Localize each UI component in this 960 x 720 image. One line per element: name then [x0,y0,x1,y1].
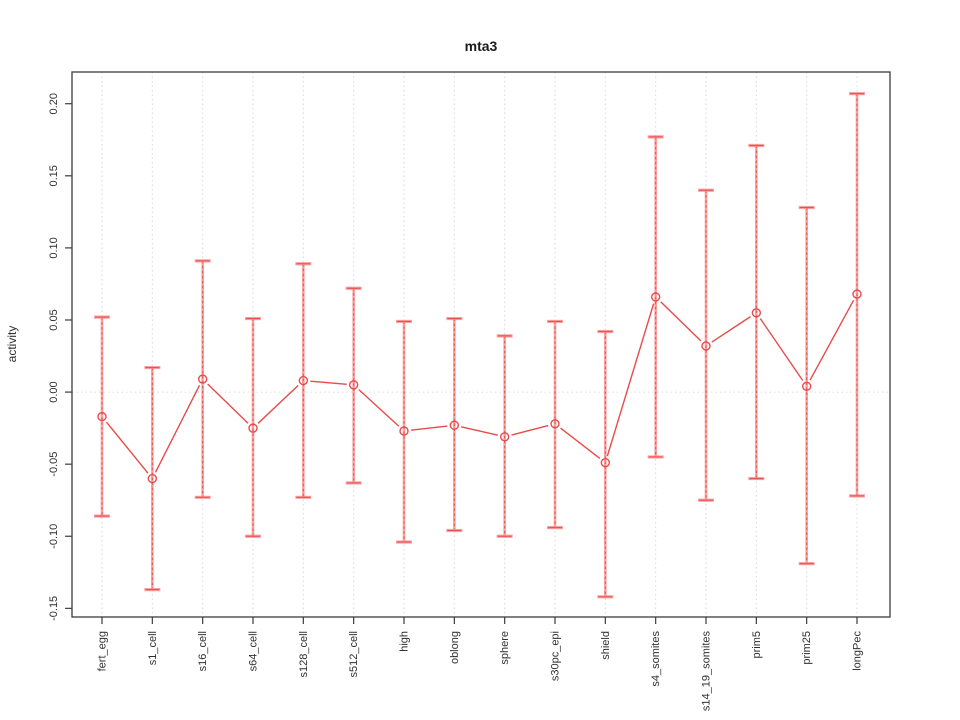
series-segment [410,425,448,431]
x-tick-label: s512_cell [348,631,360,677]
x-tick-label: oblong [449,631,461,664]
y-tick-label: -0.05 [48,452,60,477]
series-segment [154,385,201,473]
x-tick-label: longPec [852,631,864,671]
y-tick-label: 0.15 [48,165,60,186]
series-segment [461,426,498,436]
data-point [600,458,611,468]
x-tick-label: s14_19_somites [701,631,713,712]
series-segment [511,424,549,436]
plot-border [71,71,891,618]
y-tick-label: -0.10 [48,524,60,549]
series-segment [759,318,804,381]
series-segment [809,299,855,381]
series-segment [560,427,601,459]
series-segment [358,389,400,427]
y-tick-label: 0.05 [48,309,60,330]
series-segment [105,421,149,474]
x-tick-label: s1_cell [147,631,159,665]
x-tick-label: shield [600,631,612,660]
x-tick-label: high [399,631,411,652]
series-segment [310,380,347,385]
data-point [298,375,309,386]
data-point [348,380,359,390]
x-tick-label: s4_somites [650,631,662,687]
data-point [550,419,560,429]
y-tick-label: 0.20 [48,93,60,114]
data-point [197,374,208,384]
x-tick-label: sphere [499,631,511,665]
chart-title: mta3 [464,38,498,54]
x-tick-label: s128_cell [298,631,310,677]
data-point [801,381,812,392]
x-tick-label: s16_cell [197,631,209,671]
data-point [650,292,661,302]
data-point [701,341,711,351]
y-tick-label: 0.00 [48,381,60,402]
series-segment [606,303,655,457]
x-tick-label: prim5 [751,631,763,659]
y-tick-label: -0.15 [48,596,60,621]
x-tick-label: s64_cell [248,631,260,671]
data-point [852,289,862,299]
series-segment [660,301,702,342]
x-tick-label: s30pc_epi [550,631,562,681]
data-point [751,308,762,318]
x-tick-label: prim25 [801,631,813,665]
series-segment [257,384,299,424]
data-point [499,432,510,442]
data-point [449,420,460,430]
data-point [248,423,258,433]
x-tick-label: fert_egg [97,631,109,671]
data-point [147,473,158,484]
series-segment [711,316,751,343]
data-point [97,411,107,422]
y-tick-label: 0.10 [48,237,60,258]
series-segment [207,383,249,424]
data-point [399,426,409,436]
